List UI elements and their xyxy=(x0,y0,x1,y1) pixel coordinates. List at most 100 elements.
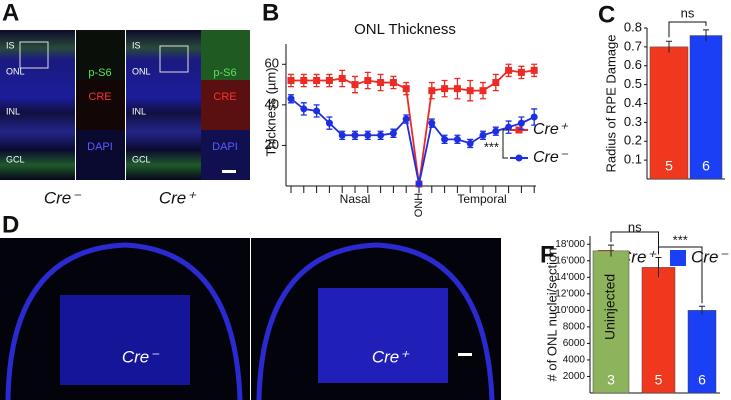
y-tick-label: 0.6 xyxy=(624,57,642,72)
legend-marker xyxy=(515,126,523,134)
point xyxy=(517,119,525,127)
point xyxy=(441,85,449,93)
point xyxy=(364,131,372,139)
chart-title: ONL Thickness xyxy=(354,21,456,38)
y-tick-label: 18'000 xyxy=(555,239,585,250)
y-tick-label: 14'000 xyxy=(555,272,585,283)
bar xyxy=(641,267,676,394)
point xyxy=(479,87,487,95)
bar xyxy=(689,35,723,180)
point xyxy=(479,131,487,139)
inset xyxy=(76,30,125,80)
point xyxy=(377,131,385,139)
retina-arc xyxy=(256,242,495,400)
x-tick-label: ONH xyxy=(413,193,425,218)
scale-bar xyxy=(458,353,472,356)
y-axis-label: Radius of RPE Damage xyxy=(603,34,618,172)
bracket xyxy=(658,246,703,304)
layer-label: GCL xyxy=(6,154,25,164)
inset xyxy=(201,30,250,80)
point xyxy=(313,77,321,85)
inset xyxy=(76,80,125,130)
point xyxy=(287,77,295,85)
point xyxy=(492,79,500,87)
y-tick-label: 0.3 xyxy=(624,114,642,129)
n-label: 5 xyxy=(665,158,673,174)
point xyxy=(313,107,321,115)
n-label: 5 xyxy=(655,372,663,388)
point xyxy=(325,77,333,85)
channel-label: p-S6 xyxy=(213,67,236,79)
layer-label: ONL xyxy=(132,66,151,76)
point xyxy=(389,79,397,87)
y-tick-label: 12'000 xyxy=(555,288,585,299)
inset xyxy=(76,130,125,180)
point xyxy=(453,135,461,143)
channel-label: DAPI xyxy=(87,141,113,153)
layer-label: INL xyxy=(132,106,146,116)
point xyxy=(517,68,525,76)
point xyxy=(441,135,449,143)
y-tick-label: 40 xyxy=(265,96,279,111)
channel-label: p-S6 xyxy=(88,67,111,79)
y-tick-label: 0.5 xyxy=(624,76,642,91)
point xyxy=(428,119,436,127)
layer-label: ONL xyxy=(6,66,25,76)
point xyxy=(402,115,410,123)
point xyxy=(466,139,474,147)
y-axis-label: # of ONL nuclei/section xyxy=(544,248,559,382)
legend-label: Cre⁻ xyxy=(533,149,569,166)
legend-marker xyxy=(515,154,523,162)
image-caption: Cre⁺ xyxy=(372,347,410,366)
retina-arc xyxy=(5,242,243,400)
y-tick-label: 0.4 xyxy=(624,95,642,110)
panel-letter: F xyxy=(540,241,555,268)
point xyxy=(300,77,308,85)
point xyxy=(402,85,410,93)
zoom-inset xyxy=(60,295,190,385)
zoom-box xyxy=(19,41,49,69)
y-tick-label: 0.1 xyxy=(624,152,642,167)
point xyxy=(338,131,346,139)
inset xyxy=(201,80,250,130)
panel-letter: D xyxy=(2,211,19,238)
panel-a xyxy=(0,30,250,180)
channel-label: CRE xyxy=(213,91,236,103)
panel-letter: C xyxy=(598,1,615,28)
layer-label: GCL xyxy=(132,154,151,164)
layer-label: INL xyxy=(6,106,20,116)
y-tick-label: 8000 xyxy=(563,322,586,333)
y-tick-label: 20 xyxy=(265,137,279,152)
y-axis-label: Thickness (µm) xyxy=(263,67,278,156)
point xyxy=(530,113,538,121)
bar-label: Uninjected xyxy=(602,274,618,340)
x-group-label: Nasal xyxy=(340,192,371,206)
error-bar xyxy=(699,305,705,315)
y-tick-label: 0.2 xyxy=(624,133,642,148)
y-tick-label: 6000 xyxy=(563,338,586,349)
n-label: 3 xyxy=(607,372,615,388)
legend-label: Cre⁻ xyxy=(691,247,729,266)
bracket xyxy=(502,129,508,159)
annotation: ns xyxy=(628,219,642,234)
n-label: 6 xyxy=(702,158,710,174)
y-tick-label: 60 xyxy=(265,56,279,71)
error-bar xyxy=(655,256,662,278)
error-bar xyxy=(608,244,614,257)
layer-label: IS xyxy=(6,40,15,50)
panel-letter: B xyxy=(262,0,279,26)
x-group-label: Temporal xyxy=(457,192,506,206)
point xyxy=(389,129,397,137)
image-caption: Cre⁻ xyxy=(44,188,82,207)
point xyxy=(287,95,295,103)
bracket xyxy=(668,21,707,38)
image-caption: Cre⁻ xyxy=(122,347,160,366)
bracket xyxy=(610,231,659,255)
point xyxy=(530,66,538,74)
y-tick-label: 0.7 xyxy=(624,38,642,53)
point xyxy=(428,87,436,95)
legend-swatch xyxy=(670,250,686,266)
point xyxy=(325,119,333,127)
zoom-box xyxy=(159,45,189,73)
